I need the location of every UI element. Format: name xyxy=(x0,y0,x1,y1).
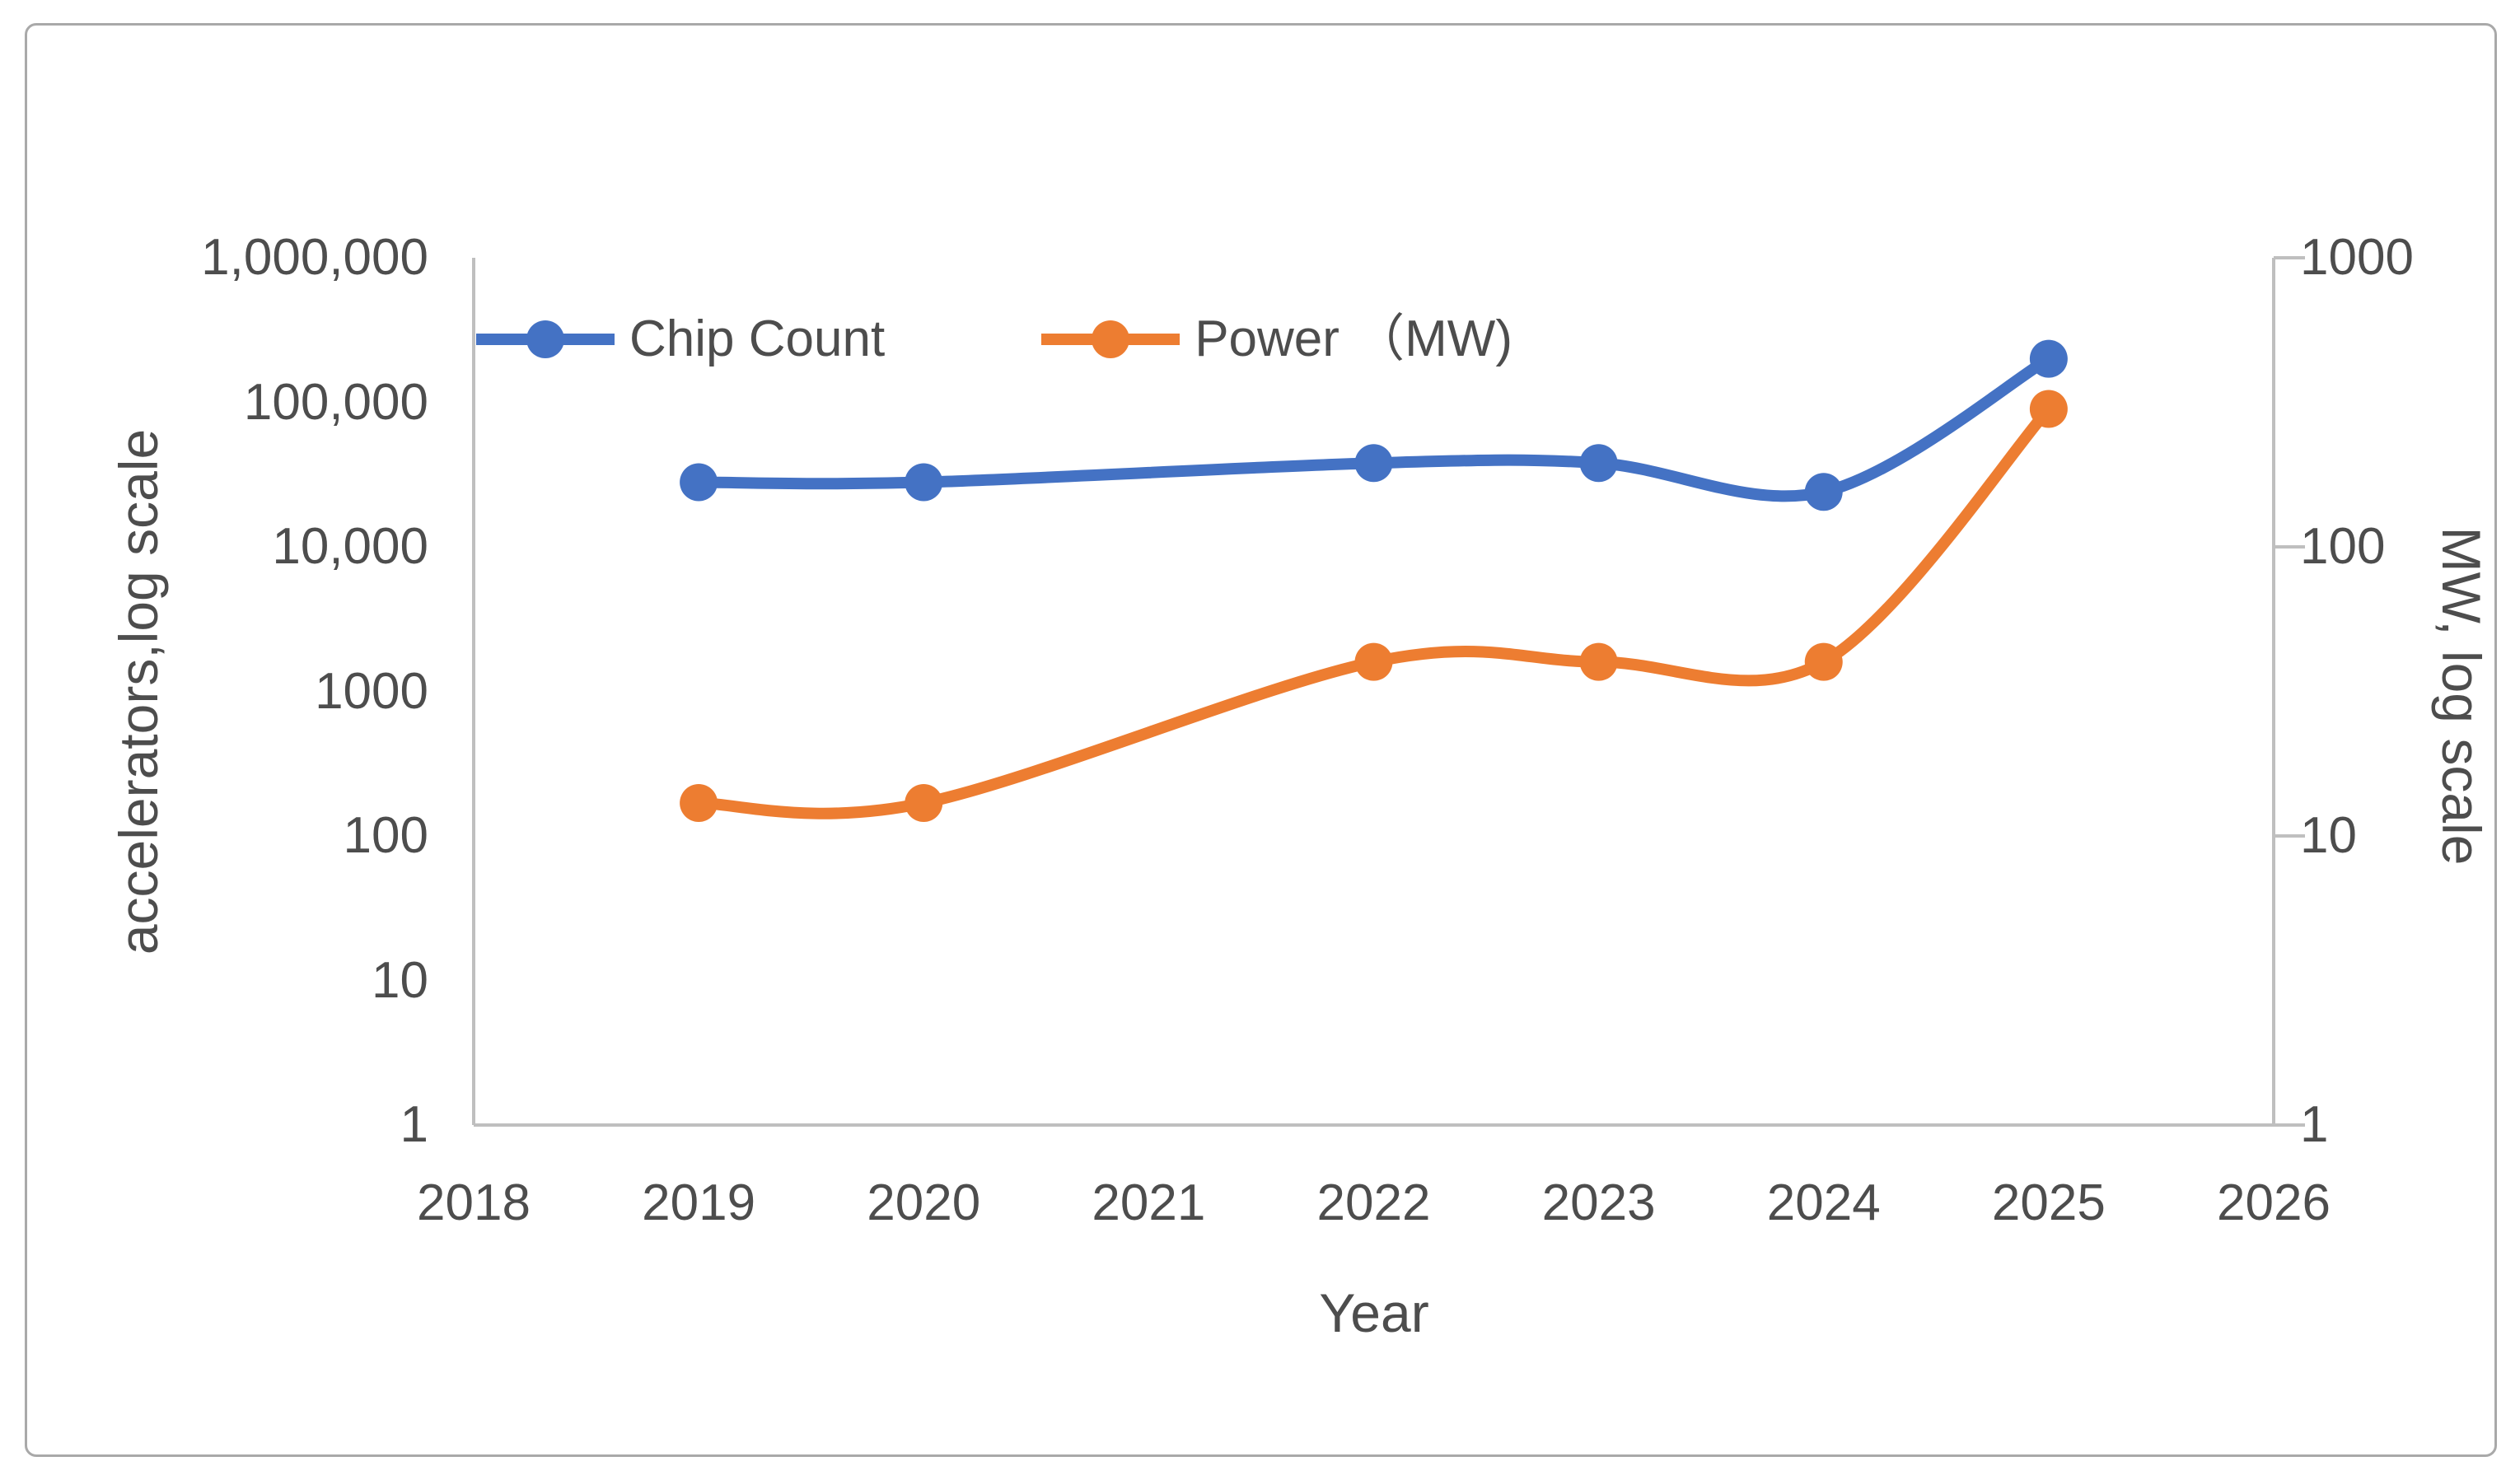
data-point-power-mw xyxy=(1354,642,1393,681)
legend-label-power-mw: Power （MW) xyxy=(1195,310,1512,367)
legend-item-power-mw: Power （MW) xyxy=(1041,311,1512,367)
power-mw-marker-icon xyxy=(1041,311,1181,367)
data-point-chip-count xyxy=(680,463,718,502)
data-point-power-mw xyxy=(2029,390,2068,428)
chip-count-marker-icon xyxy=(476,311,615,367)
data-point-chip-count xyxy=(905,463,943,502)
x-axis-title: Year xyxy=(1319,1282,1429,1343)
data-point-power-mw xyxy=(680,784,718,823)
data-point-power-mw xyxy=(1804,642,1843,681)
data-point-chip-count xyxy=(2029,339,2068,378)
data-point-chip-count xyxy=(1804,473,1843,511)
legend: Chip Count Power （MW) xyxy=(476,311,1512,367)
legend-label-chip-count: Chip Count xyxy=(629,310,886,367)
chart-border xyxy=(25,23,2497,1457)
data-point-power-mw xyxy=(1579,642,1618,681)
data-point-chip-count xyxy=(1579,444,1618,483)
legend-item-chip-count: Chip Count xyxy=(476,311,885,367)
data-point-chip-count xyxy=(1354,444,1393,483)
data-point-power-mw xyxy=(905,784,943,823)
